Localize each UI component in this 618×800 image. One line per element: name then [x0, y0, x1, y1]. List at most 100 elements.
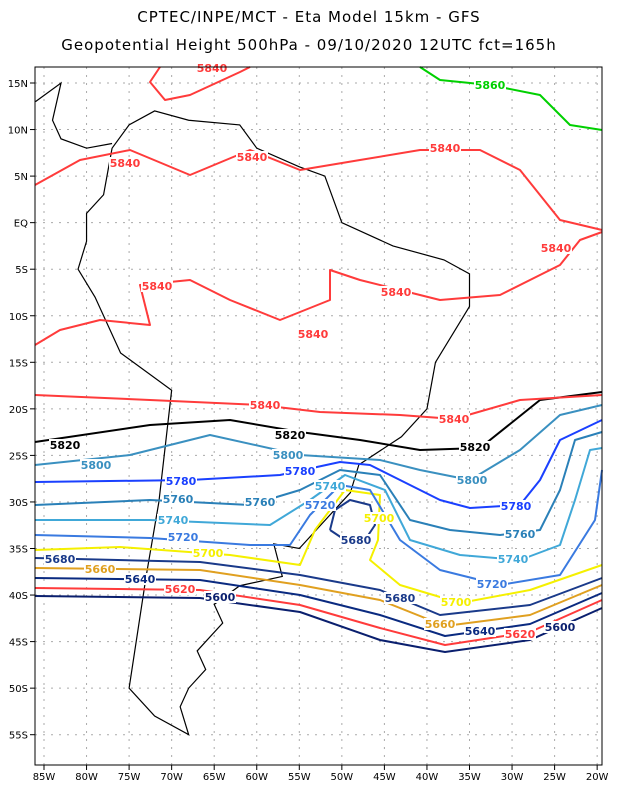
- contour-label-5800: 5800: [457, 474, 488, 487]
- contour-label-5720: 5720: [168, 531, 199, 544]
- contour-label-5860: 5860: [475, 79, 506, 92]
- map-frame: [34, 66, 603, 766]
- label-background: [429, 142, 461, 154]
- contour-label-5740: 5740: [315, 480, 346, 493]
- contour-5840: [34, 394, 603, 420]
- contour-label-5780: 5780: [166, 475, 197, 488]
- contour-label-5680: 5680: [45, 553, 76, 566]
- contour-label-5660: 5660: [425, 618, 456, 631]
- contour-5780: [34, 419, 603, 509]
- lon-label: 50W: [331, 772, 354, 783]
- label-background: [438, 413, 470, 425]
- contour-label-5840: 5840: [237, 151, 268, 164]
- lat-label: 30S: [9, 498, 28, 509]
- label-background: [272, 449, 304, 461]
- contour-label-5600: 5600: [205, 591, 236, 604]
- lon-label: 40W: [416, 772, 439, 783]
- contour-label-5600: 5600: [545, 621, 576, 634]
- label-background: [459, 441, 491, 453]
- label-background: [49, 439, 81, 451]
- label-background: [164, 583, 196, 595]
- contour-5640: [34, 577, 603, 637]
- lon-label: 35W: [458, 772, 481, 783]
- contour-label-5660: 5660: [85, 563, 116, 576]
- label-background: [544, 621, 576, 633]
- lon-label: 70W: [160, 772, 183, 783]
- label-background: [504, 528, 536, 540]
- label-background: [124, 573, 156, 585]
- lat-lon-grid: [35, 67, 602, 765]
- contour-label-5620: 5620: [505, 628, 536, 641]
- contour-label-5680: 5680: [341, 534, 372, 547]
- contour-5840: [34, 231, 603, 346]
- contour-label-5720: 5720: [305, 499, 336, 512]
- contour-5840: [149, 66, 251, 101]
- label-background: [464, 625, 496, 637]
- contour-label-5700: 5700: [441, 596, 472, 609]
- label-background: [274, 429, 306, 441]
- lon-label: 25W: [543, 772, 566, 783]
- label-background: [363, 512, 395, 524]
- contour-5720: [34, 469, 603, 586]
- label-background: [109, 157, 141, 169]
- contour-5800: [34, 404, 603, 481]
- contour-label-5840: 5840: [381, 286, 412, 299]
- lon-label: 45W: [373, 772, 396, 783]
- contour-5680: [34, 557, 603, 616]
- axis-ticks: 85W 80W 75W 70W 65W 60W 55W 50W 45W 40W 35W 30W 25W 2…: [8, 79, 609, 783]
- label-background: [204, 591, 236, 603]
- lat-label: 40S: [9, 591, 28, 602]
- label-background: [500, 500, 532, 512]
- contour-label-5840: 5840: [197, 62, 228, 75]
- map-subtitle: Geopotential Height 500hPa - 09/10/2020 …: [61, 36, 557, 54]
- lat-label: EQ: [14, 219, 28, 230]
- lat-label: 10S: [9, 312, 28, 323]
- label-background: [165, 475, 197, 487]
- label-background: [540, 242, 572, 254]
- label-background: [80, 459, 112, 471]
- label-background: [340, 534, 372, 546]
- contour-label-5840: 5840: [142, 280, 173, 293]
- coastlines: [35, 81, 471, 736]
- label-background: [44, 553, 76, 565]
- lon-label: 80W: [75, 772, 98, 783]
- lat-label: 10N: [8, 126, 28, 137]
- label-background: [304, 499, 336, 511]
- label-background: [284, 465, 316, 477]
- label-background: [84, 563, 116, 575]
- lon-label: 75W: [118, 772, 141, 783]
- contour-label-5780: 5780: [285, 465, 316, 478]
- contour-5820: [34, 391, 603, 451]
- lat-label: 20S: [9, 405, 28, 416]
- label-background: [424, 618, 456, 630]
- lat-label: 5S: [15, 265, 28, 276]
- label-background: [192, 547, 224, 559]
- contour-5600: [34, 595, 603, 653]
- label-background: [314, 480, 346, 492]
- contour-label-5840: 5840: [110, 157, 141, 170]
- label-background: [504, 628, 536, 640]
- contour-label-5820: 5820: [460, 441, 491, 454]
- map-title: CPTEC/INPE/MCT - Eta Model 15km - GFS: [137, 8, 481, 26]
- central-america-coast: [35, 81, 113, 149]
- contour-label-5740: 5740: [498, 553, 529, 566]
- contour-label-5640: 5640: [465, 625, 496, 638]
- contour-label-5840: 5840: [439, 413, 470, 426]
- contour-label-5760: 5760: [245, 496, 276, 509]
- contour-5840: [34, 149, 603, 231]
- contour-label-5640: 5640: [125, 573, 156, 586]
- lat-label: 45S: [9, 638, 28, 649]
- lon-label: 65W: [203, 772, 226, 783]
- contour-label-5700: 5700: [364, 512, 395, 525]
- lat-label: 55S: [9, 731, 28, 742]
- contour-labels: 5600 5600 5620 5620 5640 5640 5660 5660 5680 5680…: [44, 62, 576, 641]
- lat-label: 15N: [8, 79, 28, 90]
- contour-label-5840: 5840: [298, 328, 329, 341]
- lon-label: 20W: [586, 772, 609, 783]
- contour-label-5840: 5840: [541, 242, 572, 255]
- lat-label: 50S: [9, 684, 28, 695]
- label-background: [157, 514, 189, 526]
- label-background: [249, 399, 281, 411]
- contour-5860: [419, 66, 603, 131]
- label-background: [141, 280, 173, 292]
